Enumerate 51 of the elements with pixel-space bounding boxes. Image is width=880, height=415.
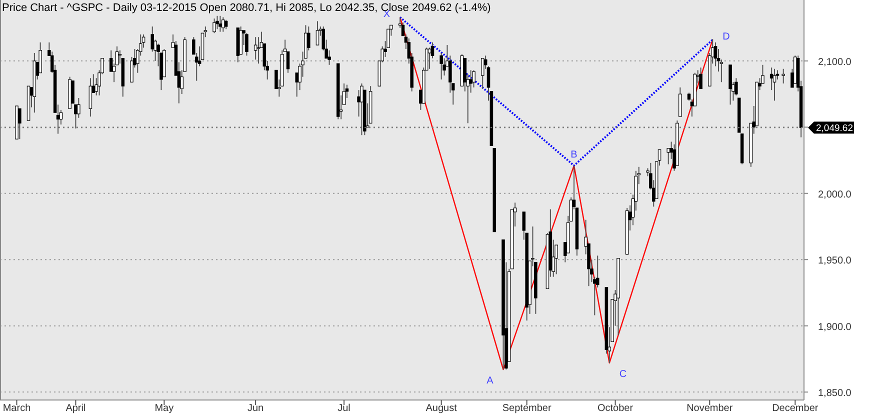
candlestick <box>428 47 432 70</box>
candlestick <box>212 18 216 34</box>
x-tick-label: Jul <box>338 403 350 414</box>
candlestick <box>469 70 472 94</box>
annotation: D <box>722 32 730 43</box>
candlestick <box>772 68 776 102</box>
x-tick-label: May <box>154 403 174 414</box>
candlestick <box>218 15 222 32</box>
annotation: C <box>619 368 627 380</box>
x-tick-label: October <box>598 403 634 414</box>
y-tick-label: 1,900.0 <box>818 322 852 333</box>
candlestick <box>18 108 22 140</box>
y-tick-label: 1,850.0 <box>818 388 852 400</box>
candlestick <box>286 51 290 74</box>
candlestick <box>77 98 80 118</box>
y-tick-label: 1,950.0 <box>818 256 852 267</box>
candlestick <box>699 67 702 90</box>
candlestick <box>245 32 248 56</box>
x-tick-label: March <box>2 403 31 414</box>
ref-line-label: 2,049.62 <box>816 123 853 134</box>
candlestick <box>316 20 320 46</box>
candlestick <box>38 42 42 74</box>
candlestick <box>328 50 331 66</box>
y-tick-label: 2,100.0 <box>818 56 852 68</box>
candlestick <box>666 148 670 165</box>
x-tick-label: April <box>66 403 86 414</box>
candlestick <box>256 36 260 64</box>
candlestick <box>480 58 484 90</box>
candlestick <box>274 70 278 90</box>
x-tick-label: November <box>686 403 734 414</box>
candlestick <box>222 16 225 32</box>
x-tick-label: September <box>502 403 552 414</box>
x-tick-label: Jun <box>248 403 264 414</box>
line-series <box>399 16 714 370</box>
x-tick-label: August <box>426 403 458 414</box>
annotation: A <box>486 376 494 387</box>
annotation: B <box>570 150 578 161</box>
y-tick-label: 2,000.0 <box>818 189 852 200</box>
candlestick <box>448 55 452 94</box>
x-tick-label: December <box>772 403 819 414</box>
candlestick <box>239 26 242 55</box>
candlestick <box>254 36 258 60</box>
candlestick <box>88 78 92 118</box>
candlestick <box>224 19 228 30</box>
candlestick <box>728 64 732 106</box>
candlestick <box>386 28 390 48</box>
candlestick <box>782 68 785 84</box>
candlestick <box>360 82 364 136</box>
candlestick <box>678 86 682 118</box>
candlestick <box>216 15 219 30</box>
candlestick <box>440 52 443 80</box>
